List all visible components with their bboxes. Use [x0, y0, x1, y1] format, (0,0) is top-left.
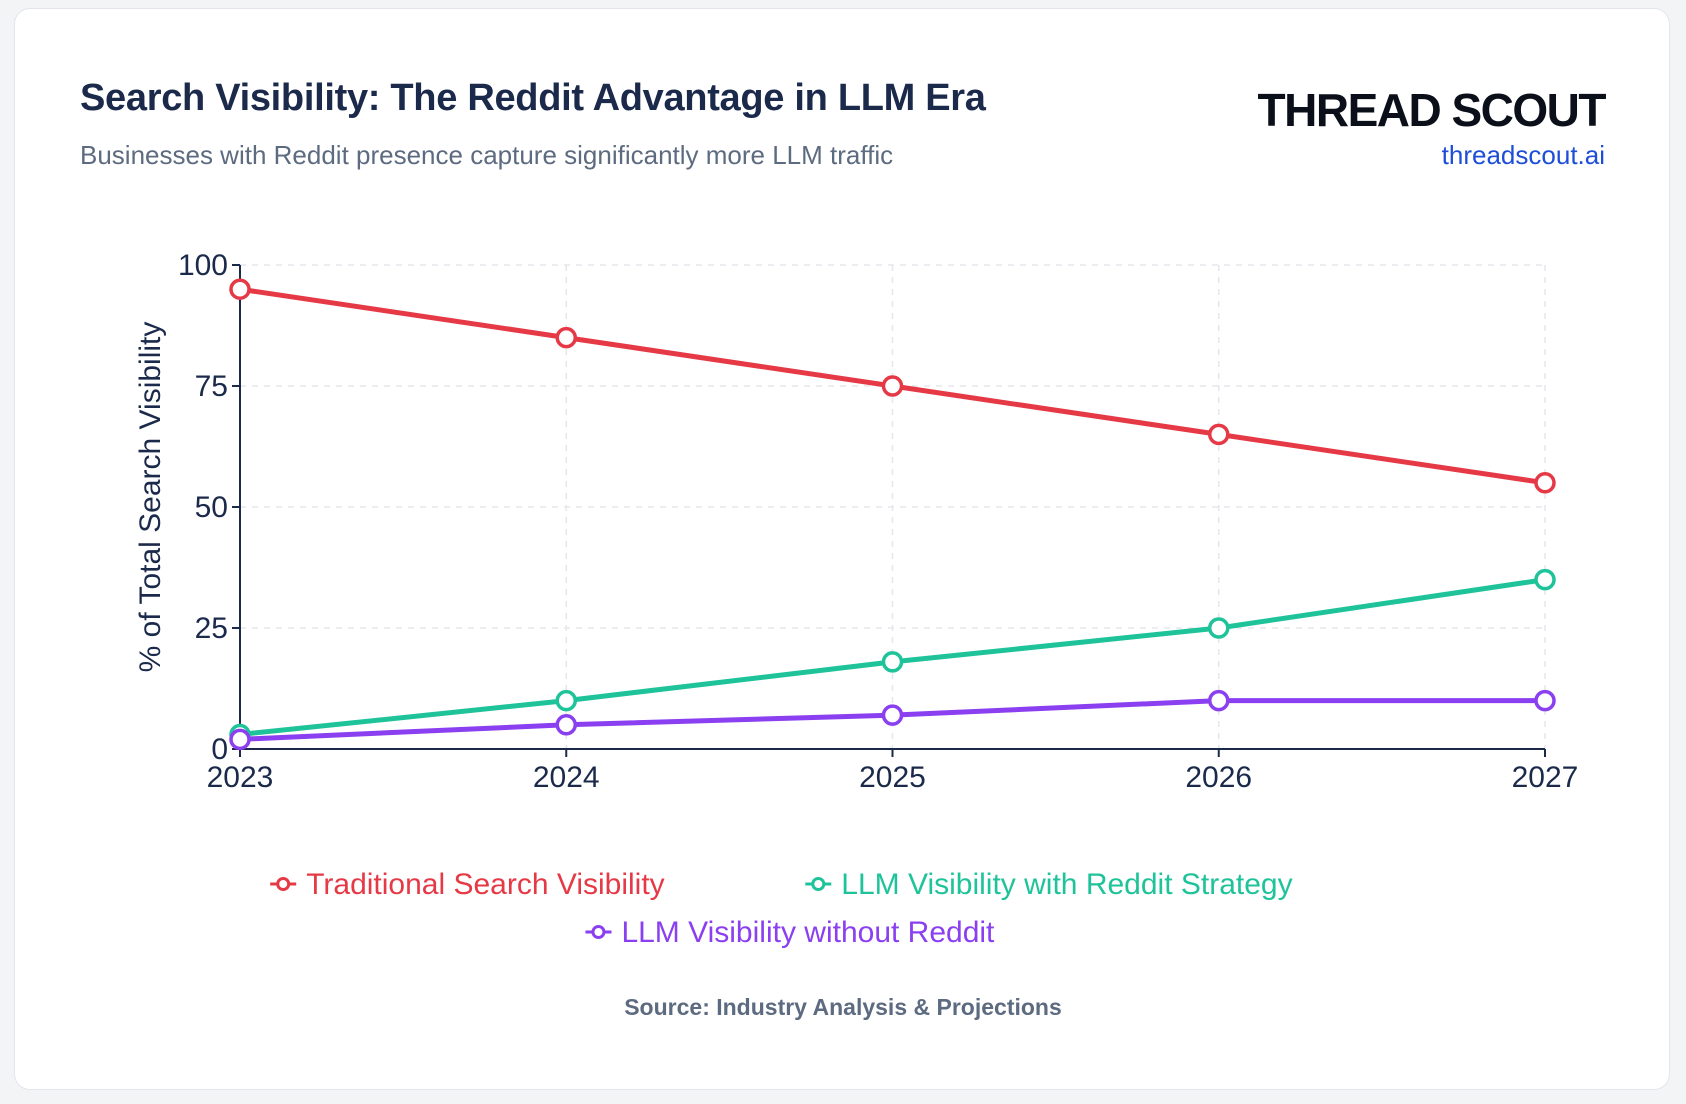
data-point-1[interactable]: [881, 651, 904, 673]
chart-card: Search Visibility: The Reddit Advantage …: [14, 8, 1670, 1090]
y-tick-label: 75: [195, 370, 228, 403]
y-tick-label: 50: [195, 491, 228, 524]
brand-url-link[interactable]: threadscout.ai: [1441, 140, 1605, 170]
y-axis-title: % of Total Search Visibility: [134, 322, 167, 673]
source-note: Source: Industry Analysis & Projections: [624, 994, 1062, 1020]
legend-item-label[interactable]: LLM Visibility with Reddit Strategy: [841, 868, 1292, 901]
data-point-0[interactable]: [881, 375, 904, 397]
legend-marker-dot: [591, 925, 606, 939]
data-point-0[interactable]: [1208, 423, 1230, 446]
chart-title: Search Visibility: The Reddit Advantage …: [80, 77, 986, 119]
data-point-2[interactable]: [1534, 689, 1556, 712]
data-point-2[interactable]: [1208, 689, 1230, 712]
brand-logo-text: THREAD SCOUT: [1257, 84, 1607, 136]
y-tick-label: 100: [178, 249, 228, 282]
data-point-1[interactable]: [555, 689, 577, 712]
y-tick-label: 0: [211, 733, 228, 766]
data-point-1[interactable]: [1534, 568, 1556, 591]
legend-item-label[interactable]: Traditional Search Visibility: [306, 868, 665, 901]
data-point-2[interactable]: [229, 728, 251, 751]
x-tick-label: 2027: [1512, 761, 1579, 794]
chart-subtitle: Businesses with Reddit presence capture …: [80, 140, 894, 170]
legend-marker-dot: [811, 877, 826, 891]
data-point-0[interactable]: [1534, 472, 1556, 494]
line-chart: 0 25 50 75 100 2023 2024 2025 2026 2027 % of Total…: [134, 249, 1579, 949]
x-tick-label: 2024: [533, 761, 600, 794]
x-tick-label: 2026: [1185, 761, 1252, 794]
data-point-0[interactable]: [229, 278, 251, 300]
data-point-2[interactable]: [881, 704, 904, 726]
x-tick-label: 2025: [859, 761, 926, 794]
legend-item-label[interactable]: LLM Visibility without Reddit: [621, 916, 995, 949]
data-point-1[interactable]: [1208, 617, 1230, 639]
data-point-2[interactable]: [555, 714, 577, 736]
y-tick-label: 25: [195, 612, 228, 645]
x-tick-label: 2023: [207, 761, 274, 794]
legend-marker-dot: [276, 877, 291, 891]
data-point-0[interactable]: [555, 326, 577, 349]
